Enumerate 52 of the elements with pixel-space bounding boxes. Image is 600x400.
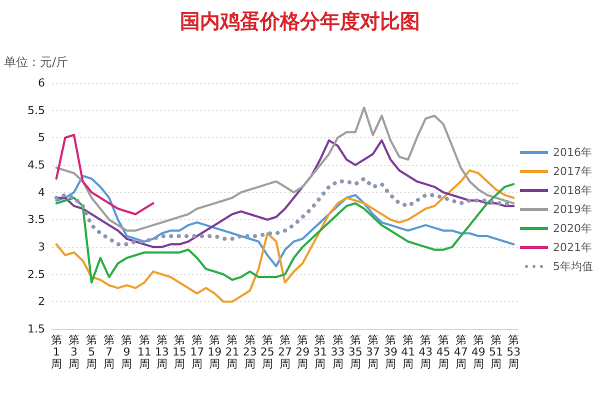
y-tick-label: 2 (38, 295, 45, 308)
x-tick-label: 第39周 (384, 334, 398, 370)
x-tick-label: 第5周 (86, 334, 98, 370)
legend-label: 5年均值 (553, 260, 593, 273)
x-tick-label: 第35周 (348, 334, 362, 370)
x-tick-label: 第31周 (313, 334, 328, 370)
y-tick-label: 1.5 (28, 322, 45, 336)
y-tick-label: 3.5 (28, 213, 45, 226)
x-tick-label: 第45周 (436, 334, 450, 370)
x-tick-label: 第43周 (418, 334, 433, 370)
x-tick-label: 第13周 (154, 334, 169, 370)
x-tick-label: 第11周 (137, 334, 152, 370)
x-tick-label: 第17周 (190, 334, 204, 370)
y-axis-title: 单位：元/斤 (4, 55, 68, 69)
y-tick-label: 2.5 (28, 268, 45, 281)
line-series (55, 106, 515, 232)
legend-label: 2018年 (553, 184, 592, 197)
line-series (55, 174, 515, 268)
x-tick-label: 第33周 (330, 334, 345, 370)
x-tick-label: 第25周 (260, 334, 274, 370)
y-tick-label: 5.5 (28, 104, 45, 117)
x-tick-label: 第53周 (506, 334, 521, 370)
line-series (55, 134, 154, 216)
chart-title: 国内鸡蛋价格分年度对比图 (180, 9, 420, 33)
y-tick-label: 5 (38, 131, 45, 144)
y-tick-label: 6 (38, 76, 45, 90)
x-tick-label: 第23周 (242, 334, 257, 370)
x-tick-label: 第51周 (489, 334, 504, 370)
legend-label: 2017年 (553, 165, 592, 178)
x-tick-label: 第21周 (225, 334, 240, 370)
legend-label: 2020年 (553, 222, 592, 235)
legend-label: 2021年 (553, 241, 592, 254)
x-tick-label: 第37周 (366, 334, 380, 370)
line-series (55, 183, 515, 284)
x-tick-label: 第41周 (401, 334, 416, 370)
x-tick-label: 第7周 (104, 334, 115, 370)
legend-label: 2016年 (553, 146, 592, 159)
line-series (55, 169, 515, 303)
x-tick-label: 第47周 (454, 334, 468, 370)
x-tick-label: 第29周 (296, 334, 310, 370)
x-tick-label: 第19周 (208, 334, 222, 370)
x-tick-label: 第15周 (172, 334, 186, 370)
x-tick-label: 第3周 (68, 334, 80, 370)
x-tick-label: 第49周 (471, 334, 486, 370)
x-tick-label: 第9周 (121, 334, 132, 370)
y-tick-label: 4.5 (28, 158, 45, 172)
y-tick-label: 4 (38, 186, 45, 199)
x-tick-label: 第27周 (278, 334, 292, 370)
x-tick-label: 第1周 (50, 334, 62, 370)
legend-label: 2019年 (553, 203, 592, 216)
line-series (55, 139, 515, 248)
y-tick-label: 3 (38, 240, 45, 254)
